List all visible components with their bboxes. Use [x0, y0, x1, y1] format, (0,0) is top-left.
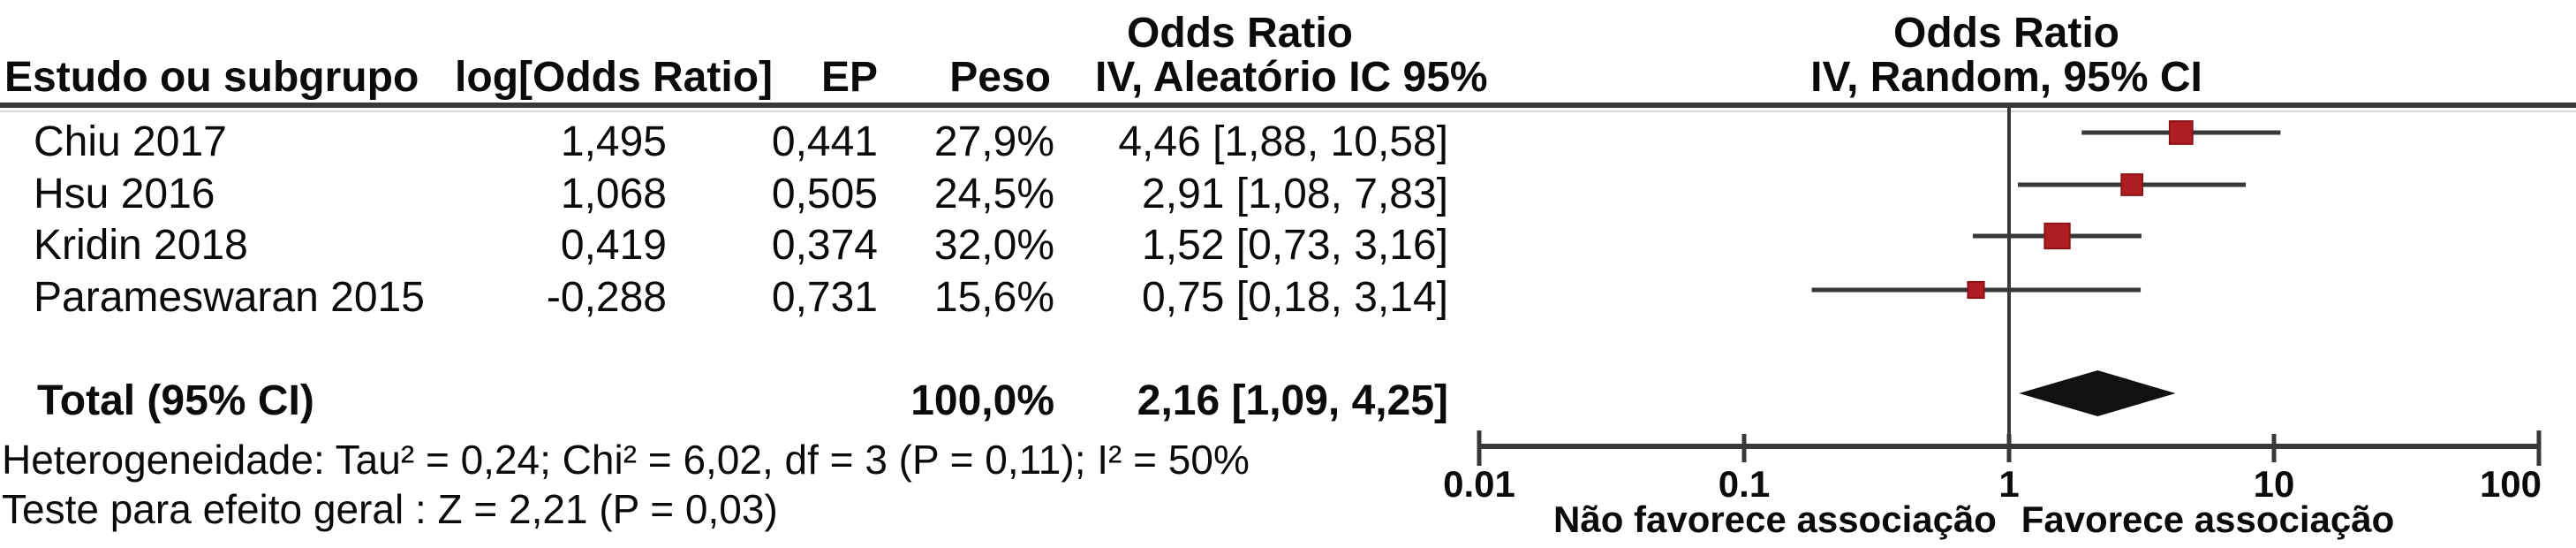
- study-name: Parameswaran 2015: [34, 274, 425, 321]
- header-rule-shadow: [0, 110, 2576, 112]
- effect-marker: [2043, 222, 2071, 250]
- study-log-or: 0,419: [560, 222, 667, 269]
- x-axis-tick-label: 0.01: [1443, 463, 1515, 505]
- study-log-or: 1,495: [560, 118, 667, 165]
- effect-marker: [2120, 173, 2144, 196]
- total-diamond: [2019, 370, 2176, 416]
- study-se: 0,505: [771, 171, 878, 217]
- study-se: 0,374: [771, 222, 878, 269]
- plot-subtitle: IV, Random, 95% CI: [1810, 54, 2202, 101]
- x-axis-tick-label: 1: [1998, 463, 2019, 505]
- total-label: Total (95% CI): [37, 377, 314, 424]
- or-column-title-left: Odds Ratio: [1126, 10, 1353, 57]
- total-or-ci: 2,16 [1,09, 4,25]: [1137, 377, 1448, 424]
- heterogeneity-stats: Heterogeneidade: Tau² = 0,24; Chi² = 6,0…: [2, 437, 1250, 483]
- study-name: Hsu 2016: [34, 171, 215, 217]
- study-name: Chiu 2017: [34, 118, 227, 165]
- total-weight: 100,0%: [910, 377, 1054, 424]
- study-weight: 27,9%: [933, 118, 1054, 165]
- study-weight: 32,0%: [933, 222, 1054, 269]
- x-axis-tick-label: 0.1: [1719, 463, 1770, 505]
- study-se: 0,731: [771, 274, 878, 321]
- x-axis-tick-label: 10: [2254, 463, 2295, 505]
- column-header-study: Estudo ou subgrupo: [4, 54, 419, 101]
- study-or-ci: 1,52 [0,73, 3,16]: [1142, 222, 1448, 269]
- direction-label-left: Não favorece associação: [1553, 499, 1997, 540]
- column-header-or-ci: IV, Aleatório IC 95%: [1095, 54, 1488, 101]
- study-log-or: -0,288: [546, 274, 667, 321]
- or-column-title-right: Odds Ratio: [1892, 10, 2119, 57]
- study-weight: 15,6%: [933, 274, 1054, 321]
- header-rule: [0, 103, 2576, 108]
- study-or-ci: 4,46 [1,88, 10,58]: [1118, 118, 1448, 165]
- study-log-or: 1,068: [560, 171, 667, 217]
- overall-effect-test: Teste para efeito geral : Z = 2,21 (P = …: [2, 486, 778, 532]
- study-or-ci: 2,91 [1,08, 7,83]: [1142, 171, 1448, 217]
- study-weight: 24,5%: [933, 171, 1054, 217]
- study-name: Kridin 2018: [34, 222, 248, 269]
- column-header-weight: Peso: [949, 54, 1051, 101]
- x-axis-tick-label: 100: [2480, 463, 2542, 505]
- study-se: 0,441: [771, 118, 878, 165]
- direction-label-right: Favorece associação: [2021, 499, 2395, 540]
- column-header-se: EP: [820, 54, 878, 101]
- study-or-ci: 0,75 [0,18, 3,14]: [1142, 274, 1448, 321]
- effect-marker: [2168, 120, 2194, 145]
- effect-marker: [1967, 280, 1985, 300]
- column-header-log-odds-ratio: log[Odds Ratio]: [455, 54, 773, 101]
